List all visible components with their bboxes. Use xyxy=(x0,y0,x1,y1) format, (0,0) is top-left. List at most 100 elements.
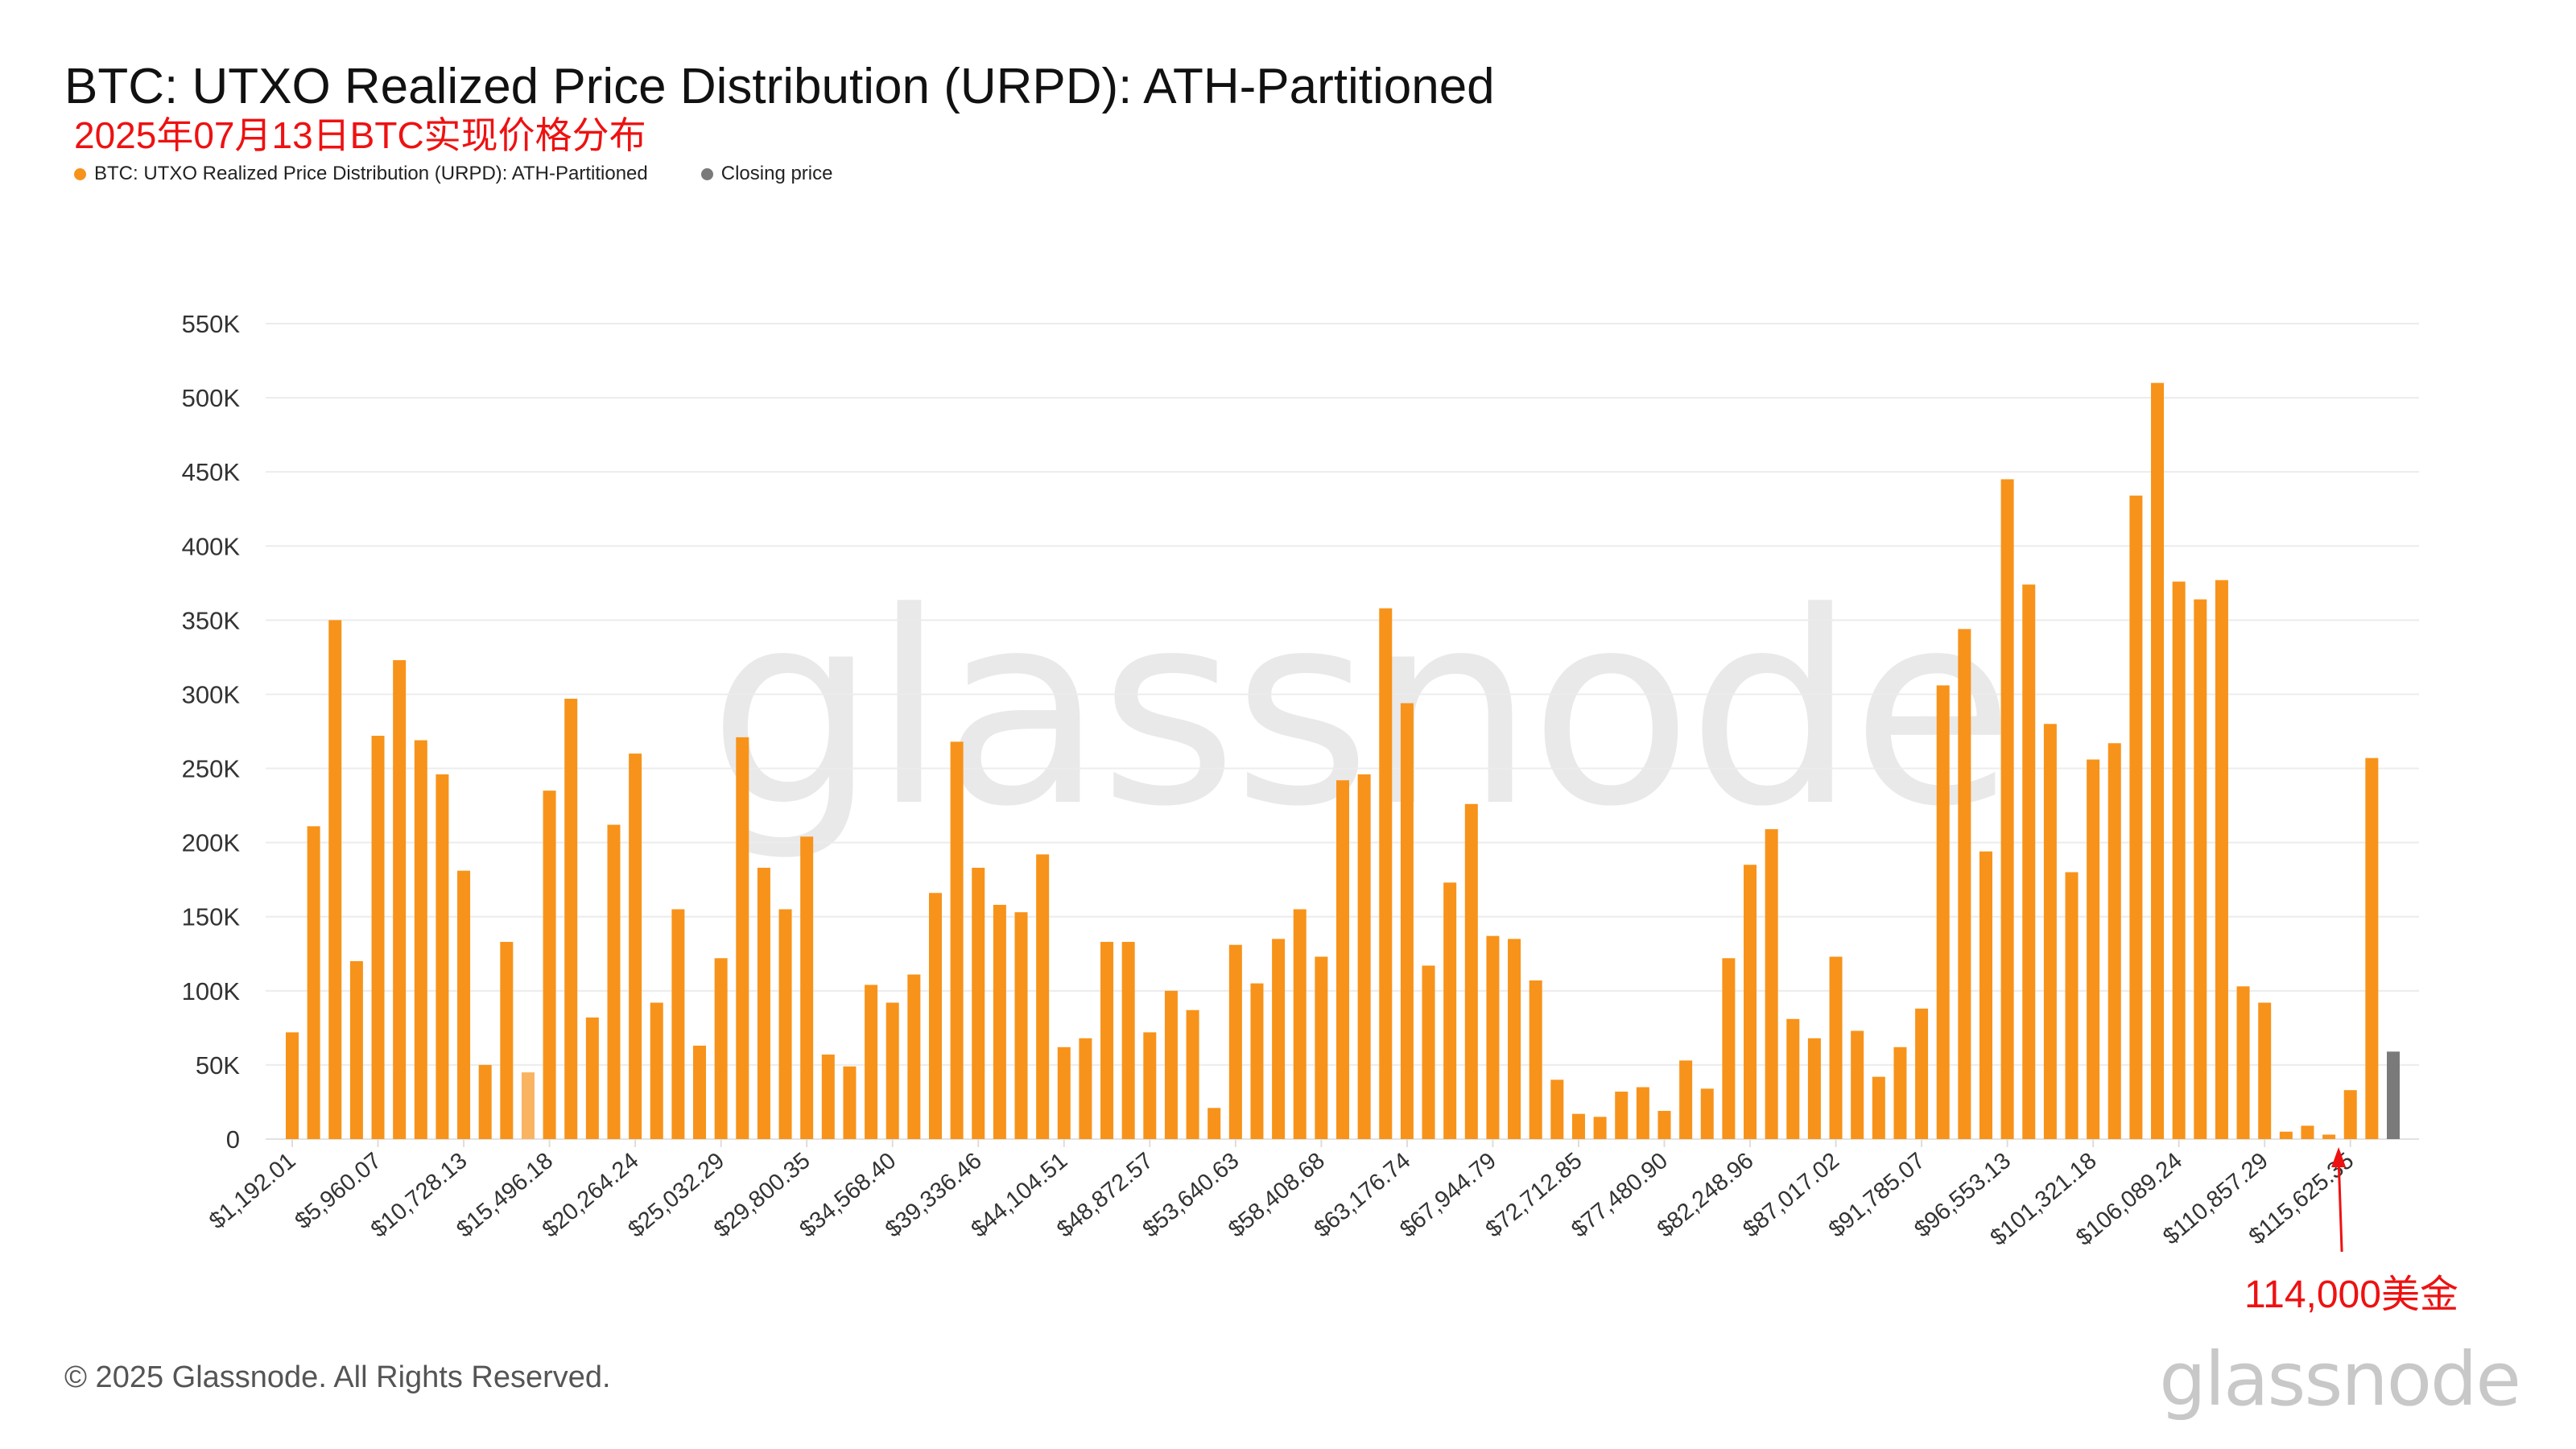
bar[interactable] xyxy=(1143,1032,1157,1139)
bar[interactable] xyxy=(1357,774,1371,1139)
bar[interactable] xyxy=(1807,1038,1821,1139)
bar[interactable] xyxy=(2258,1002,2272,1139)
bar[interactable] xyxy=(2043,724,2057,1139)
bar[interactable] xyxy=(393,660,407,1139)
bar[interactable] xyxy=(1315,956,1328,1139)
bar[interactable] xyxy=(671,909,685,1139)
bar[interactable] xyxy=(521,1072,535,1139)
bar[interactable] xyxy=(414,740,427,1139)
bar[interactable] xyxy=(1121,942,1135,1139)
bar[interactable] xyxy=(736,737,749,1139)
bar[interactable] xyxy=(1915,1008,1929,1139)
bar[interactable] xyxy=(1636,1087,1649,1139)
bar[interactable] xyxy=(2022,584,2036,1139)
bar[interactable] xyxy=(821,1055,835,1139)
bar[interactable] xyxy=(2000,479,2014,1139)
bar[interactable] xyxy=(1571,1113,1585,1139)
bar[interactable] xyxy=(1979,851,1992,1139)
bar[interactable] xyxy=(1014,912,1028,1139)
bar[interactable] xyxy=(1722,958,1736,1139)
closing-price-bar[interactable] xyxy=(2387,1051,2400,1139)
bar[interactable] xyxy=(1057,1046,1071,1139)
bar[interactable] xyxy=(1936,685,1950,1139)
bar[interactable] xyxy=(371,736,385,1139)
bar[interactable] xyxy=(865,985,878,1139)
bar[interactable] xyxy=(2065,872,2079,1139)
bar[interactable] xyxy=(907,974,921,1139)
bar[interactable] xyxy=(800,836,814,1139)
bar[interactable] xyxy=(2279,1131,2293,1139)
bar[interactable] xyxy=(972,867,985,1139)
bar[interactable] xyxy=(1422,965,1435,1139)
bar[interactable] xyxy=(1958,629,1971,1139)
bar[interactable] xyxy=(1700,1088,1714,1139)
bar[interactable] xyxy=(2172,581,2186,1139)
bar[interactable] xyxy=(2322,1134,2336,1139)
bar[interactable] xyxy=(1529,980,1542,1139)
bar[interactable] xyxy=(1164,990,1178,1139)
bar[interactable] xyxy=(585,1017,599,1139)
bar[interactable] xyxy=(564,698,578,1139)
bar[interactable] xyxy=(2129,495,2143,1139)
bar[interactable] xyxy=(1550,1080,1564,1139)
bar[interactable] xyxy=(1293,909,1307,1139)
bar[interactable] xyxy=(328,620,342,1139)
bar[interactable] xyxy=(1100,942,1114,1139)
bar[interactable] xyxy=(2194,599,2207,1139)
bar[interactable] xyxy=(1615,1092,1629,1139)
bar[interactable] xyxy=(436,774,449,1139)
bar[interactable] xyxy=(1079,1038,1092,1139)
bar[interactable] xyxy=(500,942,514,1139)
bar[interactable] xyxy=(757,867,770,1139)
bar[interactable] xyxy=(457,870,471,1139)
bar[interactable] xyxy=(1765,829,1778,1139)
bar[interactable] xyxy=(1829,956,1843,1139)
bar[interactable] xyxy=(1443,882,1457,1139)
bar[interactable] xyxy=(1786,1018,1800,1139)
bar[interactable] xyxy=(886,1002,899,1139)
bar[interactable] xyxy=(2236,986,2250,1139)
bar[interactable] xyxy=(2107,743,2121,1139)
bar[interactable] xyxy=(1679,1060,1693,1139)
bar[interactable] xyxy=(2343,1090,2357,1139)
bar[interactable] xyxy=(778,909,792,1139)
bar[interactable] xyxy=(1379,608,1393,1139)
bar[interactable] xyxy=(286,1032,299,1139)
bar[interactable] xyxy=(950,741,964,1139)
bar[interactable] xyxy=(1272,939,1286,1139)
legend-item-urpd[interactable]: BTC: UTXO Realized Price Distribution (U… xyxy=(74,163,648,185)
bar[interactable] xyxy=(693,1045,707,1139)
bar[interactable] xyxy=(714,958,728,1139)
bar[interactable] xyxy=(2151,382,2165,1139)
bar[interactable] xyxy=(1464,803,1478,1139)
bar[interactable] xyxy=(1228,944,1242,1139)
bar[interactable] xyxy=(1250,983,1264,1139)
bar[interactable] xyxy=(1893,1046,1907,1139)
bar[interactable] xyxy=(543,791,556,1139)
bar[interactable] xyxy=(993,904,1006,1139)
bar[interactable] xyxy=(629,753,642,1139)
bar[interactable] xyxy=(1744,865,1757,1139)
bar[interactable] xyxy=(1872,1076,1885,1139)
bar[interactable] xyxy=(1486,935,1500,1139)
bar[interactable] xyxy=(1036,854,1050,1139)
bar[interactable] xyxy=(1186,1009,1199,1139)
bar[interactable] xyxy=(2365,758,2379,1139)
legend-item-closing-price[interactable]: Closing price xyxy=(700,163,832,185)
bar[interactable] xyxy=(607,824,621,1139)
bar[interactable] xyxy=(1851,1030,1864,1139)
bar[interactable] xyxy=(478,1064,492,1139)
bar[interactable] xyxy=(2301,1125,2314,1139)
bar[interactable] xyxy=(1336,780,1349,1139)
bar[interactable] xyxy=(928,893,942,1139)
bar[interactable] xyxy=(650,1002,663,1139)
bar[interactable] xyxy=(307,826,320,1139)
bar[interactable] xyxy=(1657,1111,1671,1139)
bar[interactable] xyxy=(1508,939,1521,1139)
bar[interactable] xyxy=(2087,759,2100,1139)
bar[interactable] xyxy=(2215,580,2228,1139)
bar[interactable] xyxy=(349,960,363,1139)
bar[interactable] xyxy=(1593,1117,1607,1139)
bar[interactable] xyxy=(1400,703,1414,1139)
bar[interactable] xyxy=(843,1066,857,1139)
